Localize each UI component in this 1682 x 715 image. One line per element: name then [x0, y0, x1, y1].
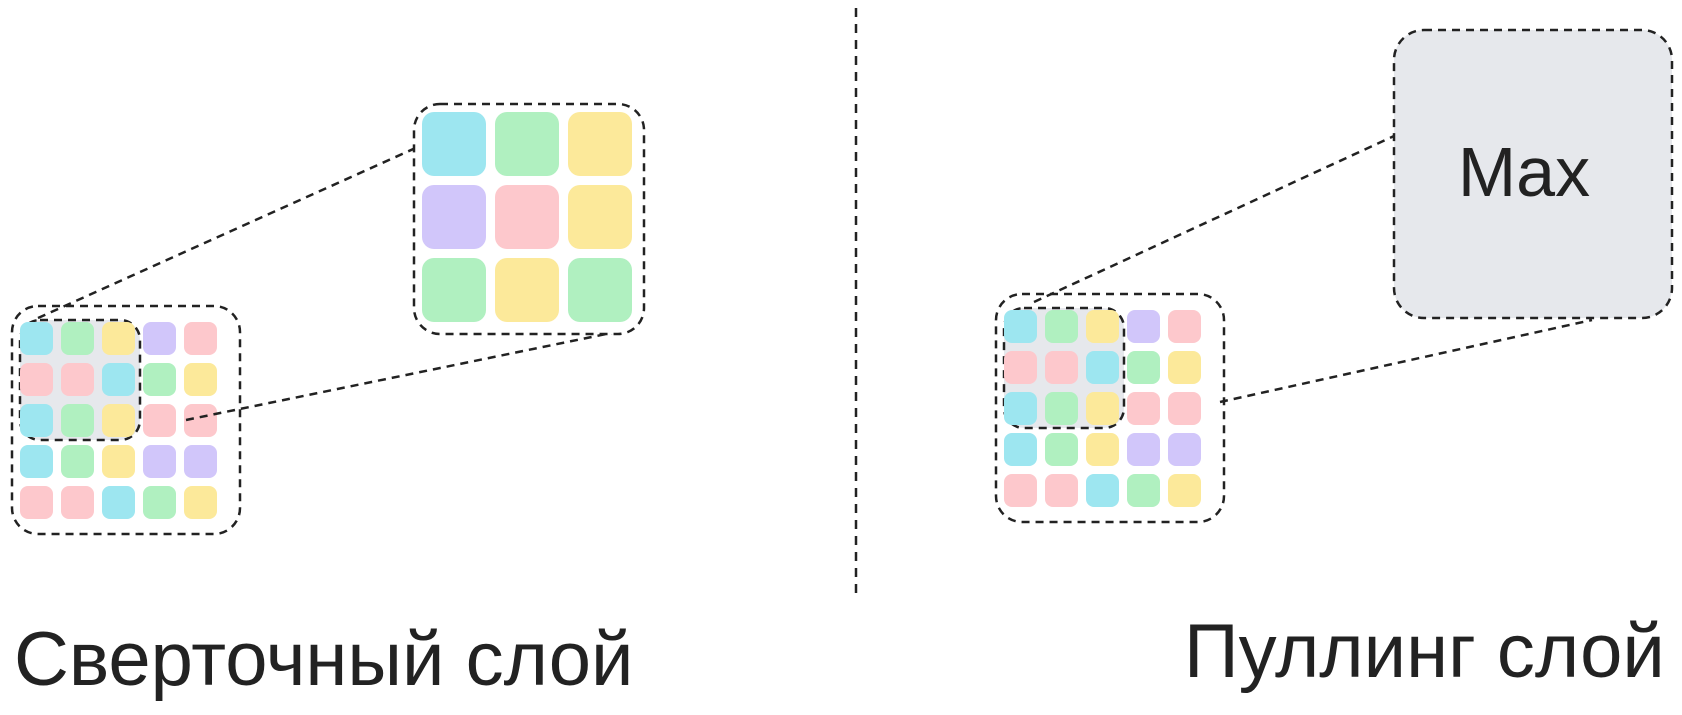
pool-input-cell-purple	[1127, 310, 1160, 343]
conv-input-cell-cyan	[102, 363, 135, 396]
pool-input-cell-yellow	[1168, 351, 1201, 384]
pool-input-cell-pink	[1127, 392, 1160, 425]
pooling-caption: Пуллинг слой	[1184, 609, 1665, 694]
pool-input-cell-green	[1127, 351, 1160, 384]
pool-input-cells	[1004, 310, 1201, 507]
conv-input-cell-green	[61, 445, 94, 478]
pool-input-cell-cyan	[1086, 351, 1119, 384]
pool-input-cell-pink	[1168, 310, 1201, 343]
pool-input-feature-map	[994, 292, 1226, 524]
conv-input-cell-yellow	[102, 322, 135, 355]
conv-input-cell-pink	[20, 486, 53, 519]
conv-input-feature-map	[10, 304, 242, 536]
pool-input-cell-pink	[1004, 351, 1037, 384]
conv-zoom-cell-yellow	[568, 185, 632, 249]
pool-input-cell-purple	[1168, 433, 1201, 466]
pool-input-cell-cyan	[1004, 433, 1037, 466]
conv-input-cell-purple	[184, 445, 217, 478]
pool-input-cell-green	[1045, 392, 1078, 425]
pool-zoom-line-bottom	[1219, 318, 1593, 404]
pool-input-cell-yellow	[1168, 474, 1201, 507]
conv-input-cell-cyan	[20, 445, 53, 478]
pool-input-cell-pink	[1004, 474, 1037, 507]
conv-zoom-cells	[422, 112, 632, 322]
pool-input-cell-cyan	[1004, 310, 1037, 343]
pool-input-cell-green	[1045, 310, 1078, 343]
conv-input-cell-yellow	[184, 486, 217, 519]
convolution-panel	[10, 102, 646, 536]
pool-input-cell-cyan	[1086, 474, 1119, 507]
pool-input-cell-yellow	[1086, 310, 1119, 343]
conv-input-cells	[20, 322, 217, 519]
conv-zoom-cell-purple	[422, 185, 486, 249]
conv-zoom-cell-pink	[495, 185, 559, 249]
conv-input-cell-pink	[184, 322, 217, 355]
conv-input-cell-green	[143, 363, 176, 396]
conv-zoom-cell-cyan	[422, 112, 486, 176]
pool-zoom-line-top	[1033, 134, 1395, 304]
conv-input-cell-cyan	[20, 404, 53, 437]
conv-zoom-cell-green	[495, 112, 559, 176]
pool-input-cell-purple	[1127, 433, 1160, 466]
convolution-caption: Сверточный слой	[14, 617, 634, 702]
conv-zoom-cell-green	[422, 258, 486, 322]
conv-input-cell-pink	[61, 486, 94, 519]
pool-input-cell-pink	[1045, 474, 1078, 507]
pool-input-cell-pink	[1168, 392, 1201, 425]
pool-input-cell-cyan	[1004, 392, 1037, 425]
conv-input-cell-cyan	[20, 322, 53, 355]
pool-input-cell-pink	[1045, 351, 1078, 384]
pool-input-cell-yellow	[1086, 392, 1119, 425]
pool-input-cell-green	[1045, 433, 1078, 466]
conv-zoom-cell-yellow	[568, 112, 632, 176]
pool-input-cell-green	[1127, 474, 1160, 507]
conv-input-cell-green	[61, 322, 94, 355]
conv-input-cell-yellow	[184, 363, 217, 396]
conv-input-cell-cyan	[102, 486, 135, 519]
conv-input-cell-green	[61, 404, 94, 437]
conv-input-cell-pink	[61, 363, 94, 396]
conv-zoom-line-top	[37, 144, 421, 320]
pool-input-cell-yellow	[1086, 433, 1119, 466]
conv-input-cell-purple	[143, 445, 176, 478]
conv-zoom-cell-yellow	[495, 258, 559, 322]
conv-input-cell-green	[143, 486, 176, 519]
pooling-panel: Max	[994, 28, 1674, 524]
conv-input-cell-pink	[143, 404, 176, 437]
conv-input-cell-pink	[20, 363, 53, 396]
conv-input-cell-yellow	[102, 404, 135, 437]
max-output-box	[1392, 28, 1674, 320]
conv-input-cell-yellow	[102, 445, 135, 478]
conv-input-cell-pink	[184, 404, 217, 437]
max-label: Max	[1458, 133, 1590, 211]
conv-zoom-cell-green	[568, 258, 632, 322]
conv-input-cell-purple	[143, 322, 176, 355]
conv-zoom-line-bottom	[185, 330, 617, 422]
